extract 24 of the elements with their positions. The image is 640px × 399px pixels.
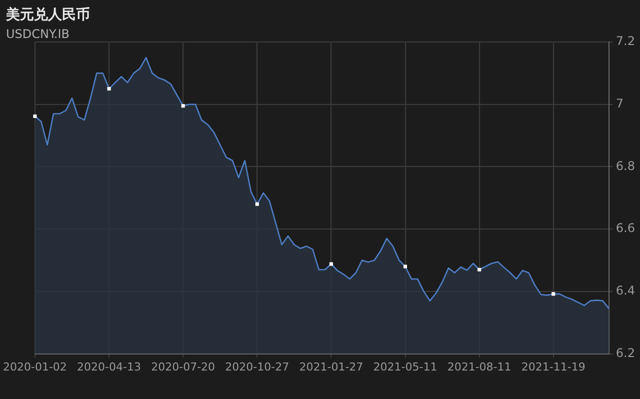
y-tick-label: 7: [616, 96, 624, 110]
y-tick-label: 6.4: [616, 284, 636, 298]
point: [181, 104, 185, 108]
x-tick-label: 2021-01-27: [299, 360, 364, 374]
x-tick-label: 2021-08-11: [447, 360, 512, 374]
y-tick-label: 7.2: [616, 34, 636, 48]
point: [478, 268, 482, 272]
chart-title: 美元兑人民币: [6, 6, 90, 24]
point: [33, 114, 37, 118]
x-tick-label: 2020-10-27: [225, 360, 290, 374]
x-tick-label: 2020-01-02: [2, 360, 67, 374]
x-tick-label: 2020-04-13: [77, 360, 141, 374]
x-tick-label: 2020-07-20: [151, 360, 216, 374]
point: [255, 202, 259, 206]
point: [403, 264, 408, 268]
x-tick-label: 2021-05-11: [373, 360, 438, 374]
point: [107, 87, 111, 91]
chart-subtitle: USDCNY.IB: [6, 27, 70, 41]
point: [552, 292, 556, 296]
y-tick-label: 6.6: [616, 221, 636, 236]
point: [329, 262, 333, 266]
y-tick-label: 6.8: [616, 158, 636, 173]
y-tick-label: 6.2: [616, 346, 636, 360]
x-tick-label: 2021-11-19: [521, 360, 586, 374]
